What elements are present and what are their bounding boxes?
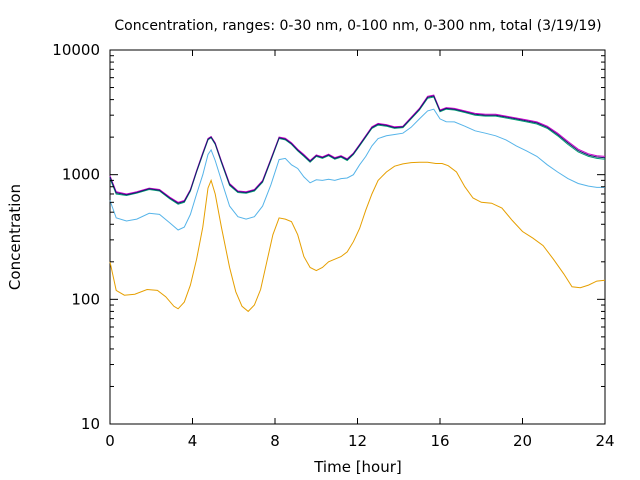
y-axis-label: Concentration [6, 184, 24, 290]
x-tick-label: 0 [105, 432, 115, 450]
y-tick-label: 10000 [52, 41, 100, 59]
x-tick-label: 24 [595, 432, 614, 450]
chart-title: Concentration, ranges: 0-30 nm, 0-100 nm… [114, 18, 601, 34]
x-tick-label: 12 [348, 432, 367, 450]
x-tick-label: 4 [188, 432, 198, 450]
series-line-1 [109, 161, 606, 313]
y-tick-label: 100 [71, 290, 100, 308]
y-tick-label: 1000 [62, 166, 100, 184]
x-tick-label: 16 [430, 432, 449, 450]
series-layer [109, 94, 606, 313]
series-line-3 [109, 96, 606, 205]
x-tick-label: 20 [513, 432, 532, 450]
series-line-5 [109, 95, 606, 204]
x-tick-label: 8 [270, 432, 280, 450]
y-tick-label: 10 [81, 415, 100, 433]
x-axis-label: Time [hour] [313, 458, 402, 476]
tick-layer: 0 4 8 12 16 20 24 10 100 1000 10000 [52, 41, 614, 450]
series-line-2 [109, 108, 605, 231]
